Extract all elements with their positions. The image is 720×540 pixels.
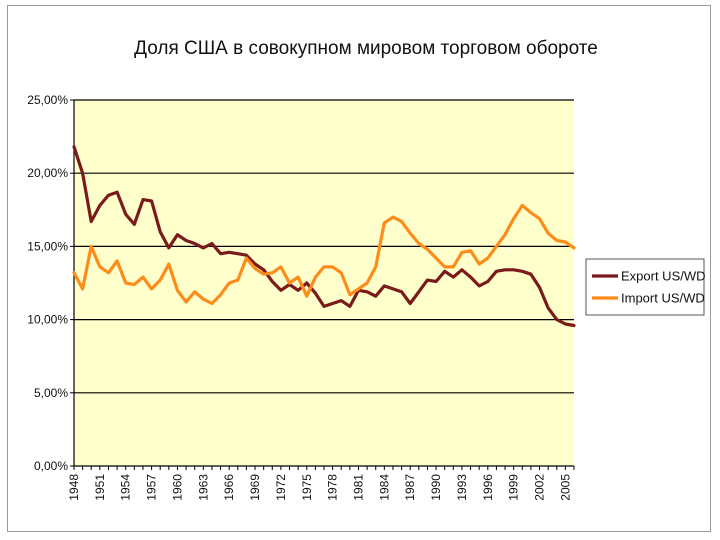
y-tick-label: 20,00% [27, 166, 68, 180]
x-tick-label: 1954 [119, 474, 133, 501]
x-tick-label: 1996 [481, 474, 495, 501]
y-tick-label: 25,00% [27, 93, 68, 107]
x-tick-label: 1993 [455, 474, 469, 501]
x-tick-label: 1957 [145, 474, 159, 501]
x-tick-label: 1972 [274, 474, 288, 501]
legend-box [585, 258, 705, 316]
x-tick-label: 1948 [67, 474, 81, 501]
y-tick-label: 5,00% [34, 386, 68, 400]
chart-title: Доля США в совокупном мировом торговом о… [134, 38, 598, 59]
chart-frame: Доля США в совокупном мировом торговом о… [7, 5, 711, 532]
x-tick-label: 1978 [326, 474, 340, 501]
x-tick-label: 1999 [507, 474, 521, 501]
y-tick-label: 10,00% [27, 313, 68, 327]
x-tick-label: 1981 [351, 474, 365, 501]
x-tick-label: 1990 [429, 474, 443, 501]
x-tick-label: 1969 [248, 474, 262, 501]
series-layer [72, 145, 576, 328]
x-tick-label: 2002 [533, 474, 547, 501]
y-tick-label: 0,00% [34, 459, 68, 473]
legend-label: Import US/WD [621, 291, 705, 306]
x-tick-label: 1963 [196, 474, 210, 501]
y-axis: 0,00% 5,00% 10,00% 15,00% 20,00% 25,00% [27, 93, 74, 473]
x-tick-label: 1960 [170, 474, 184, 501]
legend-label: Export US/WD [621, 269, 706, 284]
chart-svg: Доля США в совокупном мировом торговом о… [27, 38, 706, 501]
legend: Export US/WD Import US/WD [592, 269, 706, 306]
grid-layer [73, 99, 574, 467]
x-tick-label: 1975 [300, 474, 314, 501]
x-tick-label: 1984 [377, 474, 391, 501]
y-tick-label: 15,00% [27, 239, 68, 253]
x-tick-label: 1987 [403, 474, 417, 501]
series-line-import [72, 203, 576, 306]
x-axis: 1948 1951 1954 1957 1960 1963 1966 1969 1972 1975… [67, 466, 575, 501]
x-tick-label: 1951 [93, 474, 107, 501]
x-tick-label: 2005 [558, 474, 572, 501]
x-tick-label: 1966 [222, 474, 236, 501]
series-line-export [72, 145, 576, 328]
